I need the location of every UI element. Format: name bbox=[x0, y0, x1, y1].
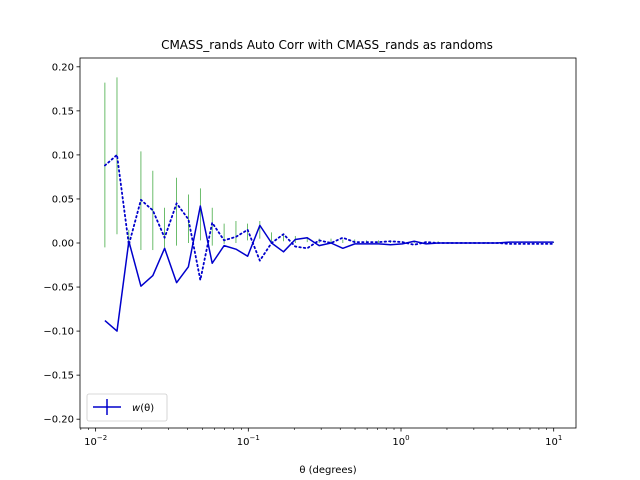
legend-label-arg: (θ) bbox=[140, 403, 154, 414]
y-tick-label: 0.00 bbox=[52, 239, 74, 250]
x-tick-label: 10−2 bbox=[84, 434, 107, 448]
y-axis: −0.20 −0.15 −0.10 −0.05 0.00 0.05 0.10 0.15 0.20 bbox=[43, 62, 80, 426]
x-tick-label: 101 bbox=[545, 434, 562, 448]
y-tick-label: 0.15 bbox=[52, 106, 74, 117]
series-lines bbox=[104, 153, 555, 332]
legend-label: w(θ) bbox=[132, 403, 154, 414]
y-tick-label: −0.15 bbox=[43, 371, 74, 382]
chart-title: CMASS_rands Auto Corr with CMASS_rands a… bbox=[161, 38, 493, 52]
x-tick-label: 10−1 bbox=[237, 434, 260, 448]
x-axis-label: θ (degrees) bbox=[299, 465, 356, 476]
y-tick-label: −0.05 bbox=[43, 283, 74, 294]
legend-label-main: w bbox=[132, 403, 141, 414]
legend: w(θ) bbox=[86, 393, 168, 422]
x-tick-label: 100 bbox=[392, 434, 409, 448]
y-tick-label: 0.05 bbox=[52, 194, 74, 205]
y-tick-label: 0.10 bbox=[52, 150, 74, 161]
x-axis: 10−2 10−1 100 101 bbox=[80, 428, 562, 448]
y-tick-label: 0.20 bbox=[52, 62, 74, 73]
y-tick-label: −0.10 bbox=[43, 327, 74, 338]
series-line-dotted bbox=[104, 153, 555, 281]
y-tick-label: −0.20 bbox=[43, 415, 74, 426]
